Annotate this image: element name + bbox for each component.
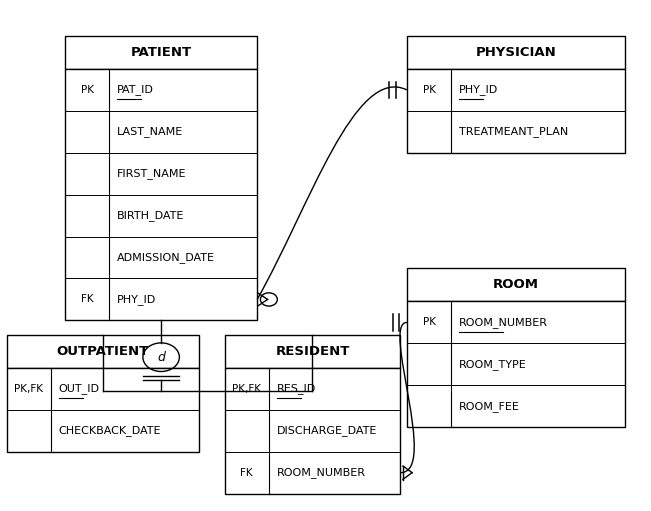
Text: LAST_NAME: LAST_NAME [117,126,184,137]
Text: RES_ID: RES_ID [277,383,316,394]
Text: FK: FK [81,294,94,305]
Bar [407,268,625,301]
Text: OUTPATIENT: OUTPATIENT [57,345,148,358]
Bar [407,69,625,153]
Text: ROOM_NUMBER: ROOM_NUMBER [459,317,548,328]
Text: FK: FK [240,468,253,478]
Text: PK: PK [81,85,94,95]
Text: ROOM_TYPE: ROOM_TYPE [459,359,527,370]
Text: PK: PK [422,317,436,328]
Text: FIRST_NAME: FIRST_NAME [117,168,187,179]
Text: ROOM_NUMBER: ROOM_NUMBER [277,467,366,478]
Text: RESIDENT: RESIDENT [275,345,350,358]
Text: PHYSICIAN: PHYSICIAN [475,46,557,59]
Bar [407,301,625,427]
Text: PK,FK: PK,FK [14,384,43,394]
Text: ROOM_FEE: ROOM_FEE [459,401,520,412]
Text: PK,FK: PK,FK [232,384,261,394]
Text: PHY_ID: PHY_ID [117,294,156,305]
Text: BIRTH_DATE: BIRTH_DATE [117,210,184,221]
Text: ADMISSION_DATE: ADMISSION_DATE [117,252,215,263]
Bar [407,36,625,69]
Text: PK: PK [422,85,436,95]
Text: PATIENT: PATIENT [131,46,191,59]
Text: PAT_ID: PAT_ID [117,84,154,96]
Text: CHECKBACK_DATE: CHECKBACK_DATE [59,425,161,436]
Bar [65,36,257,69]
Bar [7,368,199,452]
Text: PHY_ID: PHY_ID [459,84,498,96]
Text: TREATMEANT_PLAN: TREATMEANT_PLAN [459,126,568,137]
Bar [65,69,257,320]
Text: OUT_ID: OUT_ID [59,383,100,394]
Text: d: d [157,351,165,364]
Bar [225,335,400,368]
Bar [225,368,400,494]
Bar [7,335,199,368]
Text: DISCHARGE_DATE: DISCHARGE_DATE [277,425,377,436]
Text: ROOM: ROOM [493,278,539,291]
